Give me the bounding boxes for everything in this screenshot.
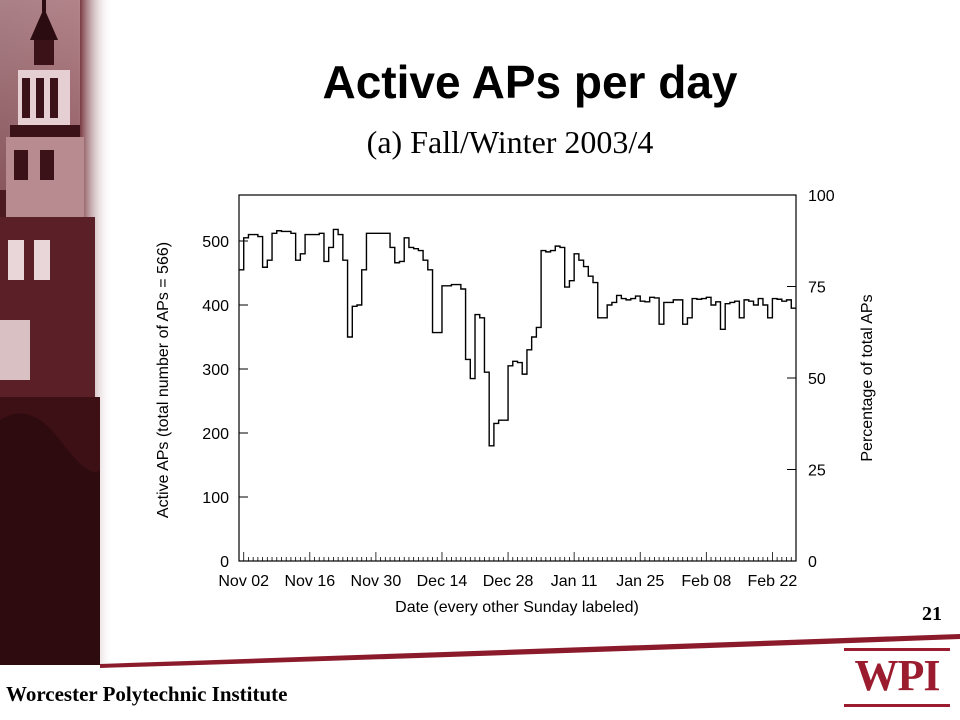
campus-building-photo: [0, 0, 112, 665]
x-tick-label: Jan 11: [551, 573, 598, 590]
x-tick-label: Jan 25: [616, 573, 664, 590]
x-axis-label: Date (every other Sunday labeled): [395, 599, 639, 616]
x-axis-ticks: Nov 02 Nov 16 Nov 30 Dec 14 Dec 28 Jan 11 Jan …: [218, 552, 797, 590]
y2-tick-label: 50: [808, 371, 826, 388]
chart-title: (a) Fall/Winter 2003/4: [366, 124, 654, 160]
footer-divider: [100, 634, 960, 668]
y2-tick-label: 75: [808, 280, 826, 297]
x-tick-label: Nov 30: [351, 573, 402, 590]
wpi-logo-text: WPI: [854, 651, 941, 700]
y-tick-label: 100: [202, 490, 229, 507]
chart-axes: [238, 194, 797, 562]
x-tick-label: Dec 28: [483, 573, 534, 590]
y2-axis-label: Percentage of total APs: [859, 294, 876, 461]
y-tick-label: 300: [202, 362, 229, 379]
active-aps-series-line: [239, 228, 796, 447]
y2-tick-label: 0: [808, 554, 817, 571]
x-tick-label: Dec 14: [417, 573, 468, 590]
slide-title: Active APs per day: [322, 56, 738, 108]
y-tick-label: 400: [202, 298, 229, 315]
y2-axis-ticks: 0 25 50 75 100: [787, 188, 835, 571]
footer-institution-name: Worcester Polytechnic Institute: [6, 682, 288, 706]
x-tick-label: Nov 16: [284, 573, 335, 590]
wpi-logo: WPI: [838, 648, 956, 710]
y2-tick-label: 25: [808, 463, 826, 480]
y-axis-ticks: 0 100 200 300 400 500: [202, 234, 248, 571]
series-layer: [239, 228, 796, 447]
y2-tick-label: 100: [808, 188, 835, 205]
x-tick-label: Nov 02: [218, 573, 269, 590]
y-tick-label: 0: [220, 554, 229, 571]
slide-number: 21: [922, 603, 942, 625]
x-tick-label: Feb 08: [681, 573, 731, 590]
y-tick-label: 500: [202, 234, 229, 251]
x-tick-label: Feb 22: [747, 573, 797, 590]
y-axis-label: Active APs (total number of APs = 566): [155, 242, 172, 518]
plot-frame: [238, 194, 797, 562]
active-aps-chart: 0 100 200 300 400 500 0 25 50 75 100 Nov 02 Nov 16…: [155, 188, 876, 616]
y-tick-label: 200: [202, 426, 229, 443]
